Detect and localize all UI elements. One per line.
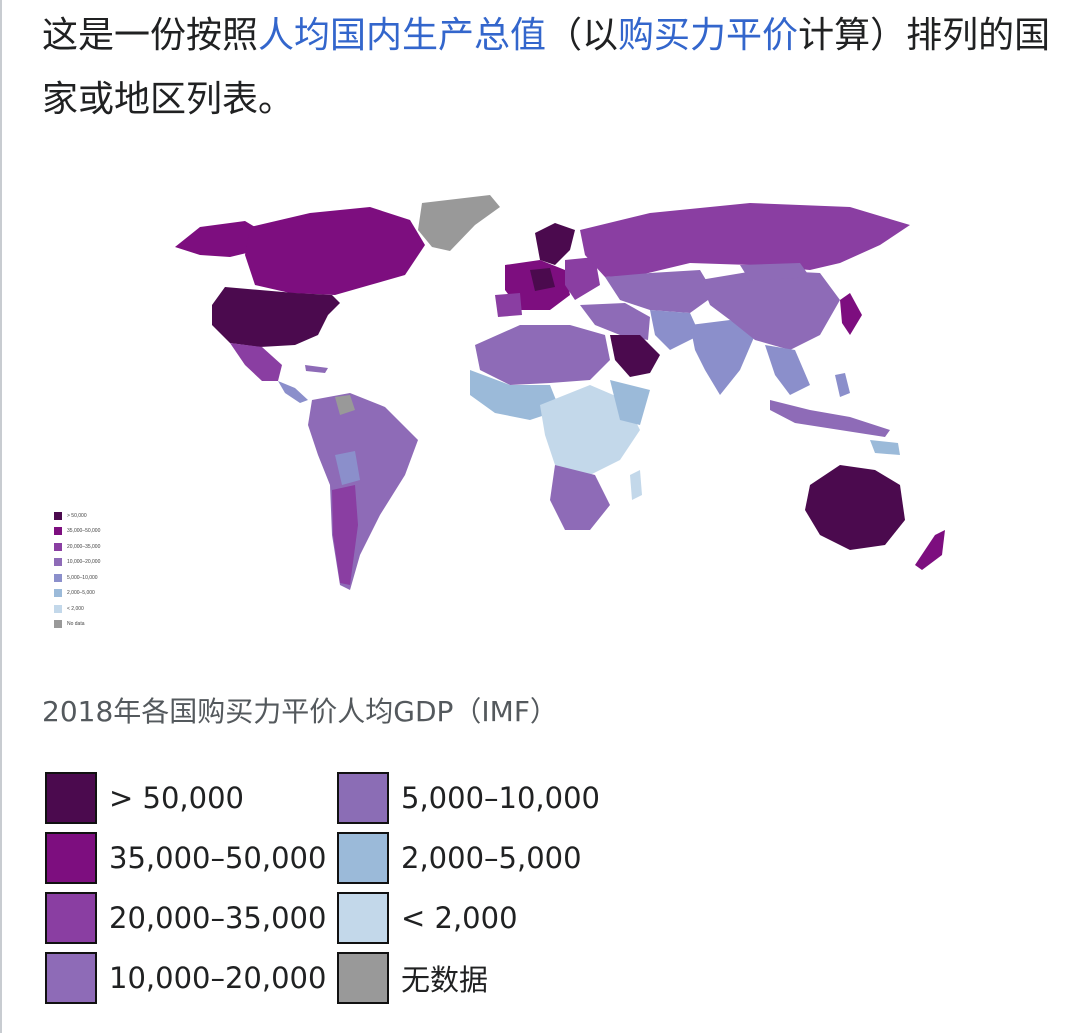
map-inset-legend-row: < 2,000 bbox=[54, 601, 100, 617]
map-inset-legend-swatch bbox=[54, 558, 62, 567]
map-region-new-zealand bbox=[915, 530, 945, 570]
gdp-per-capita-link[interactable]: 人均国内生产总值 bbox=[258, 15, 547, 56]
map-region-indonesia bbox=[770, 400, 890, 437]
map-region-caribbean bbox=[305, 365, 328, 373]
legend-item: 20,000–35,000 bbox=[45, 890, 326, 946]
intro-paragraph: 这是一份按照人均国内生产总值（以购买力平价计算）排列的国家或地区列表。 bbox=[42, 4, 1052, 132]
map-inset-legend-label: > 50,000 bbox=[67, 512, 87, 519]
map-inset-legend-row: 20,000–35,000 bbox=[54, 539, 100, 555]
map-region-usa bbox=[212, 287, 340, 347]
intro-text-1: 这是一份按照 bbox=[42, 15, 259, 56]
map-region-andes bbox=[332, 485, 358, 585]
legend-swatch bbox=[337, 772, 389, 824]
map-region-png bbox=[870, 440, 900, 455]
legend-swatch bbox=[337, 892, 389, 944]
map-inset-legend-swatch bbox=[54, 542, 62, 551]
legend-swatch bbox=[45, 832, 97, 884]
map-inset-legend-label: No data bbox=[67, 621, 85, 628]
map-inset-legend-row: 10,000–20,000 bbox=[54, 555, 100, 571]
map-inset-legend-row: No data bbox=[54, 617, 100, 633]
map-inset-legend-swatch bbox=[54, 604, 62, 613]
map-region-horn-of-africa bbox=[610, 380, 650, 425]
map-region-china bbox=[700, 270, 840, 350]
map-region-alaska bbox=[175, 221, 265, 257]
legend-label: < 2,000 bbox=[401, 901, 518, 935]
map-region-canada bbox=[245, 207, 425, 295]
map-inset-legend-swatch bbox=[54, 620, 62, 629]
map-region-greenland bbox=[418, 195, 500, 251]
color-legend: > 50,000 35,000–50,000 20,000–35,000 10,000… bbox=[45, 770, 665, 1010]
intro-text-2: （以 bbox=[546, 15, 619, 56]
map-region-bolivia bbox=[335, 451, 360, 485]
map-inset-legend-swatch bbox=[54, 573, 62, 582]
map-region-australia bbox=[805, 465, 905, 550]
map-region-central-africa bbox=[540, 385, 640, 475]
map-inset-legend-label: 10,000–20,000 bbox=[67, 559, 101, 566]
legend-label: 10,000–20,000 bbox=[109, 961, 327, 995]
map-region-scandinavia bbox=[535, 223, 575, 265]
map-inset-legend-label: < 2,000 bbox=[67, 605, 84, 612]
legend-item: > 50,000 bbox=[45, 770, 244, 826]
map-region-se-asia bbox=[765, 345, 810, 395]
map-region-south-asia bbox=[690, 320, 755, 395]
map-region-south-america bbox=[308, 393, 418, 590]
map-region-madagascar bbox=[630, 470, 642, 500]
legend-label: 2,000–5,000 bbox=[401, 841, 582, 875]
ppp-link[interactable]: 购买力平价 bbox=[618, 15, 799, 56]
legend-item: < 2,000 bbox=[337, 890, 518, 946]
intro-text-3: 计算）排列的国家或地区列表。 bbox=[42, 15, 1051, 120]
map-region-venezuela bbox=[335, 395, 355, 415]
map-region-iberia bbox=[495, 293, 522, 317]
map-region-eastern-europe bbox=[565, 257, 600, 300]
map-region-north-africa bbox=[475, 325, 610, 385]
map-region-middle-east bbox=[580, 303, 650, 340]
map-inset-legend-label: 2,000–5,000 bbox=[67, 590, 95, 597]
map-inset-legend-swatch bbox=[54, 527, 62, 536]
legend-swatch bbox=[45, 892, 97, 944]
map-inset-legend-row: 2,000–5,000 bbox=[54, 586, 100, 602]
world-map-svg bbox=[175, 195, 945, 590]
map-inset-legend-label: 20,000–35,000 bbox=[67, 543, 101, 550]
legend-item: 5,000–10,000 bbox=[337, 770, 600, 826]
map-inset-legend-row: > 50,000 bbox=[54, 508, 100, 524]
legend-swatch bbox=[337, 832, 389, 884]
page-left-border bbox=[0, 0, 2, 1033]
map-region-southern-africa bbox=[550, 465, 610, 530]
map-region-russia bbox=[580, 203, 910, 277]
map-inset-legend-row: 5,000–10,000 bbox=[54, 570, 100, 586]
map-region-mexico bbox=[230, 343, 282, 381]
map-inset-legend-row: 35,000–50,000 bbox=[54, 524, 100, 540]
map-inset-legend: > 50,000 35,000–50,000 20,000–35,000 10,000… bbox=[54, 508, 100, 632]
legend-swatch bbox=[337, 952, 389, 1004]
legend-item: 10,000–20,000 bbox=[45, 950, 326, 1006]
map-caption: 2018年各国购买力平价人均GDP（IMF） bbox=[42, 695, 558, 728]
legend-swatch bbox=[45, 952, 97, 1004]
map-inset-legend-swatch bbox=[54, 589, 62, 598]
map-region-arabia bbox=[610, 335, 660, 377]
map-region-central-america bbox=[278, 381, 308, 403]
legend-label: 35,000–50,000 bbox=[109, 841, 327, 875]
map-region-iran-afghan bbox=[650, 310, 700, 350]
world-map-image[interactable] bbox=[50, 185, 1020, 625]
legend-swatch bbox=[45, 772, 97, 824]
legend-label: > 50,000 bbox=[109, 781, 244, 815]
legend-label: 20,000–35,000 bbox=[109, 901, 327, 935]
map-region-philippines bbox=[835, 373, 850, 397]
map-inset-legend-label: 35,000–50,000 bbox=[67, 528, 101, 535]
legend-label: 5,000–10,000 bbox=[401, 781, 600, 815]
map-region-central-asia bbox=[605, 270, 715, 313]
legend-item: 2,000–5,000 bbox=[337, 830, 582, 886]
map-region-mongolia bbox=[740, 263, 810, 281]
map-region-germany bbox=[530, 268, 555, 291]
map-region-west-africa bbox=[470, 370, 560, 420]
map-region-japan-korea bbox=[840, 293, 862, 335]
map-inset-legend-label: 5,000–10,000 bbox=[67, 574, 98, 581]
map-inset-legend-swatch bbox=[54, 511, 62, 520]
legend-label: 无数据 bbox=[401, 963, 489, 997]
legend-item: 无数据 bbox=[337, 950, 488, 1006]
legend-item: 35,000–50,000 bbox=[45, 830, 326, 886]
